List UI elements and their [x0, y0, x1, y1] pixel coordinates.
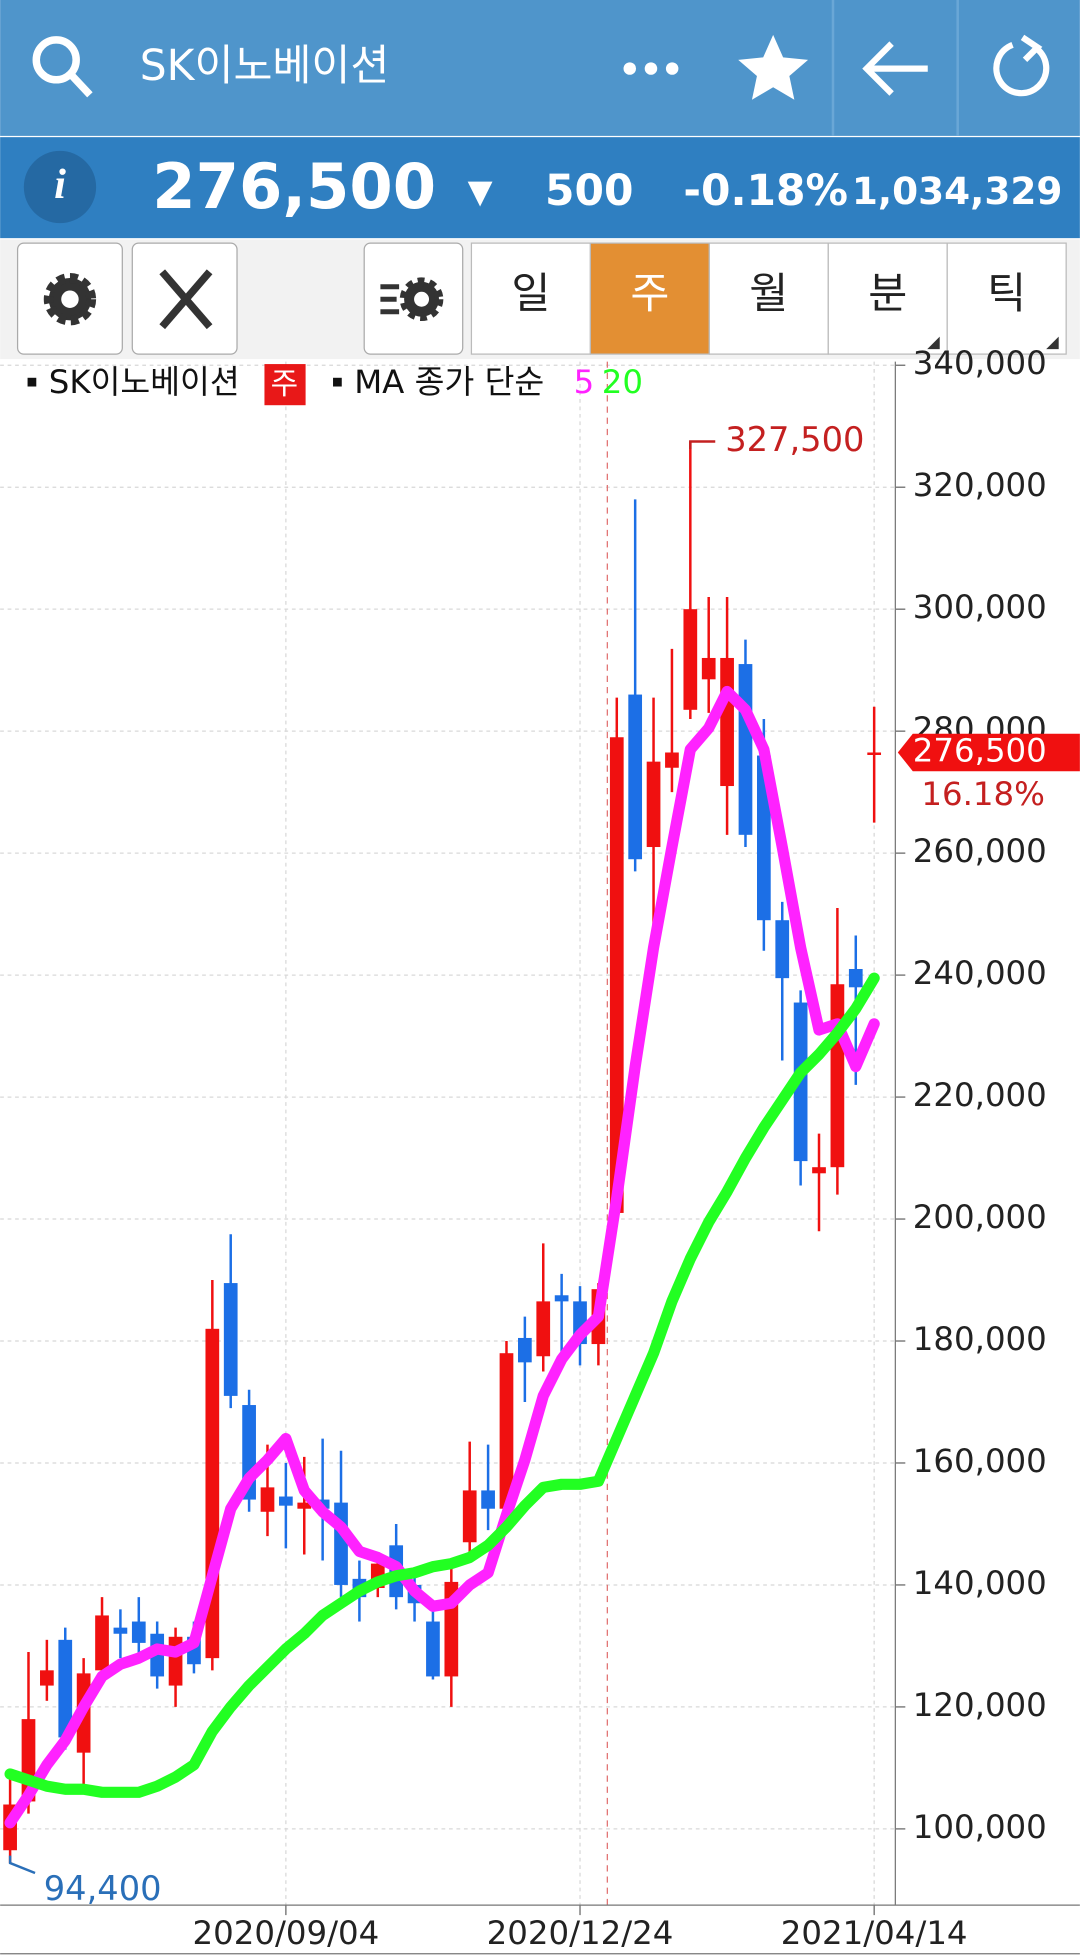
candle-body: [628, 694, 643, 860]
candle-body: [812, 1167, 826, 1174]
y-tick-label: 260,000: [913, 832, 1047, 870]
ma-line: [4, 972, 880, 1798]
tools-icon: [159, 269, 213, 330]
candle-body: [554, 1295, 569, 1302]
period-label: 분: [868, 269, 907, 318]
stock-title[interactable]: SK이노베이션: [140, 41, 390, 90]
candle-body: [260, 1487, 275, 1512]
quote-bar: [0, 137, 1080, 239]
legend-series: 5: [574, 363, 595, 401]
x-tick-label: 2021/04/14: [781, 1914, 968, 1952]
back-icon[interactable]: [862, 41, 928, 96]
ma-line: [4, 685, 880, 1829]
period-label: 월: [749, 269, 788, 318]
y-tick-label: 160,000: [913, 1442, 1047, 1480]
x-tick-label: 2020/12/24: [487, 1914, 674, 1952]
price-tag: [897, 733, 1080, 772]
legend-square: [27, 377, 37, 387]
legend-period-box: [264, 364, 306, 406]
low-label: 94,400: [44, 1869, 162, 1908]
candle-body: [334, 1502, 348, 1585]
period-tab[interactable]: [827, 242, 948, 355]
price: 276,500: [152, 150, 436, 223]
favorite-icon[interactable]: [738, 34, 809, 100]
candle-body: [646, 761, 661, 848]
legend-period: 주: [271, 367, 299, 402]
chart: 100,000 120,000 140,000 160,000 180,000 200,0…: [0, 344, 1080, 1955]
price-tag-label: 276,500: [913, 731, 1047, 769]
period-label: 주: [630, 269, 669, 318]
legend-square: [333, 377, 342, 387]
period-label: 틱: [987, 269, 1026, 318]
y-tick-label: 180,000: [913, 1320, 1047, 1358]
more-icon[interactable]: [623, 62, 679, 75]
legend-series: 20: [602, 363, 643, 401]
refresh-icon[interactable]: [993, 34, 1050, 97]
y-tick-label: 240,000: [913, 954, 1047, 992]
y-tick-label: 320,000: [913, 466, 1047, 504]
candle-body: [518, 1337, 532, 1363]
candle-body: [131, 1621, 146, 1643]
candle-body: [775, 920, 790, 979]
period-tab[interactable]: [708, 242, 829, 355]
legend-indicator: MA 종가 단순: [354, 363, 544, 401]
dropdown-mark: [927, 336, 940, 350]
legend-symbol: SK이노베이션: [49, 363, 240, 401]
candle-body: [462, 1490, 477, 1543]
high-pointer: [689, 440, 716, 449]
candle-body: [683, 609, 698, 710]
period-label: 일: [511, 269, 550, 318]
candle-body: [481, 1490, 495, 1509]
candle-body: [113, 1627, 128, 1634]
candle-body: [867, 752, 882, 755]
candle-body: [848, 968, 863, 988]
change: 500: [545, 166, 633, 215]
info-icon[interactable]: [23, 150, 97, 224]
candle-body: [95, 1615, 109, 1671]
indicator-icon: [380, 277, 444, 322]
candle-body: [279, 1496, 293, 1506]
candle-body: [701, 657, 716, 680]
change-pct-label: 16.18%: [921, 775, 1045, 813]
candle-body: [720, 657, 734, 787]
volume: 1,034,329: [852, 169, 1063, 213]
y-tick-label: 100,000: [913, 1808, 1047, 1846]
x-tick-label: 2020/09/04: [192, 1914, 379, 1952]
candle-body: [609, 737, 624, 1213]
candle-body: [536, 1301, 551, 1357]
candle-body: [223, 1283, 238, 1396]
candle-body: [297, 1502, 312, 1509]
change-pct: -0.18%: [683, 166, 848, 215]
candle-body: [738, 664, 753, 835]
y-tick-label: 200,000: [913, 1198, 1047, 1236]
y-tick-label: 340,000: [913, 344, 1047, 382]
search-icon[interactable]: [32, 36, 93, 98]
high-label: 327,500: [725, 420, 864, 459]
low-pointer: [8, 1855, 36, 1875]
candle-body: [58, 1639, 73, 1738]
y-tick-label: 140,000: [913, 1564, 1047, 1602]
candle-body: [830, 984, 845, 1168]
info-i: i: [54, 161, 66, 208]
y-tick-label: 120,000: [913, 1686, 1047, 1724]
candle-body: [665, 752, 679, 768]
y-tick-label: 300,000: [913, 588, 1047, 626]
candle-body: [426, 1621, 440, 1677]
candle-body: [499, 1353, 514, 1509]
gear-icon: [43, 273, 97, 326]
direction: ▼: [468, 172, 493, 210]
period-tab[interactable]: [470, 242, 591, 355]
candle-body: [40, 1670, 54, 1686]
period-tab[interactable]: [946, 242, 1067, 355]
y-tick-label: 220,000: [913, 1076, 1047, 1114]
